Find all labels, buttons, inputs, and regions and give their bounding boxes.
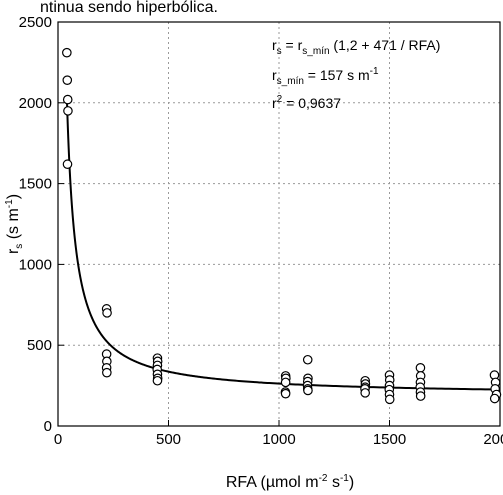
y-tick-label: 0 (44, 418, 52, 435)
data-point (280, 388, 291, 399)
x-tick-label: 1500 (373, 431, 406, 448)
data-point (62, 94, 73, 105)
axis-ticks (57, 21, 501, 427)
x-tick-label: 1000 (262, 431, 295, 448)
data-point (302, 354, 313, 365)
data-point (63, 106, 73, 116)
y-axis-title: rs (s m-1) (4, 194, 25, 254)
annotation-equation: rs = rs_mín (1,2 + 471 / RFA) (272, 37, 440, 57)
data-points (62, 47, 502, 405)
data-point (62, 47, 72, 58)
data-point (415, 391, 426, 401)
y-tick-label: 2500 (19, 14, 52, 31)
data-point (152, 375, 163, 386)
grid-lines (58, 22, 500, 426)
data-point (102, 308, 112, 318)
data-point (303, 385, 313, 396)
data-point (489, 393, 500, 404)
x-tick-label: 500 (156, 431, 181, 448)
data-point (62, 75, 73, 85)
x-axis-title: RFA (µmol m-2 s-1) (226, 473, 354, 491)
data-point (384, 394, 395, 405)
data-point (360, 388, 370, 398)
y-tick-label: 1000 (19, 256, 52, 273)
y-tick-label: 2000 (19, 95, 52, 112)
x-tick-label: 2000 (483, 431, 503, 448)
tick-labels: 0 500 1000 1500 2000 0 500 1000 1500 2000 2500 (19, 14, 503, 448)
data-point (280, 377, 291, 388)
x-tick-label: 0 (54, 431, 62, 448)
data-point (102, 367, 112, 378)
y-tick-label: 500 (27, 337, 52, 354)
y-tick-label: 1500 (19, 176, 52, 193)
data-point (62, 159, 73, 170)
partial-caption: ntinua sendo hiperbólica. (40, 0, 218, 16)
data-point (415, 363, 426, 373)
annotation-rs-min: rs_mín = 157 s m-1 (272, 66, 379, 87)
annotation-r-squared: r2 = 0,9637 (272, 94, 341, 111)
